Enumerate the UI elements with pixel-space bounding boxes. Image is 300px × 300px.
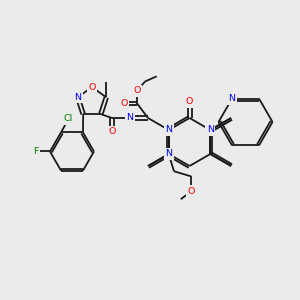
Text: O: O bbox=[134, 86, 141, 95]
Text: N: N bbox=[127, 113, 134, 122]
Text: O: O bbox=[88, 82, 96, 91]
Text: N: N bbox=[165, 149, 172, 158]
Text: F: F bbox=[33, 147, 39, 156]
Text: O: O bbox=[121, 99, 128, 108]
Text: N: N bbox=[165, 125, 172, 134]
Text: N: N bbox=[207, 125, 214, 134]
Text: Cl: Cl bbox=[64, 114, 73, 123]
Text: O: O bbox=[186, 98, 193, 106]
Text: O: O bbox=[188, 187, 195, 196]
Text: O: O bbox=[108, 128, 116, 136]
Text: N: N bbox=[74, 93, 81, 102]
Text: N: N bbox=[229, 94, 236, 103]
